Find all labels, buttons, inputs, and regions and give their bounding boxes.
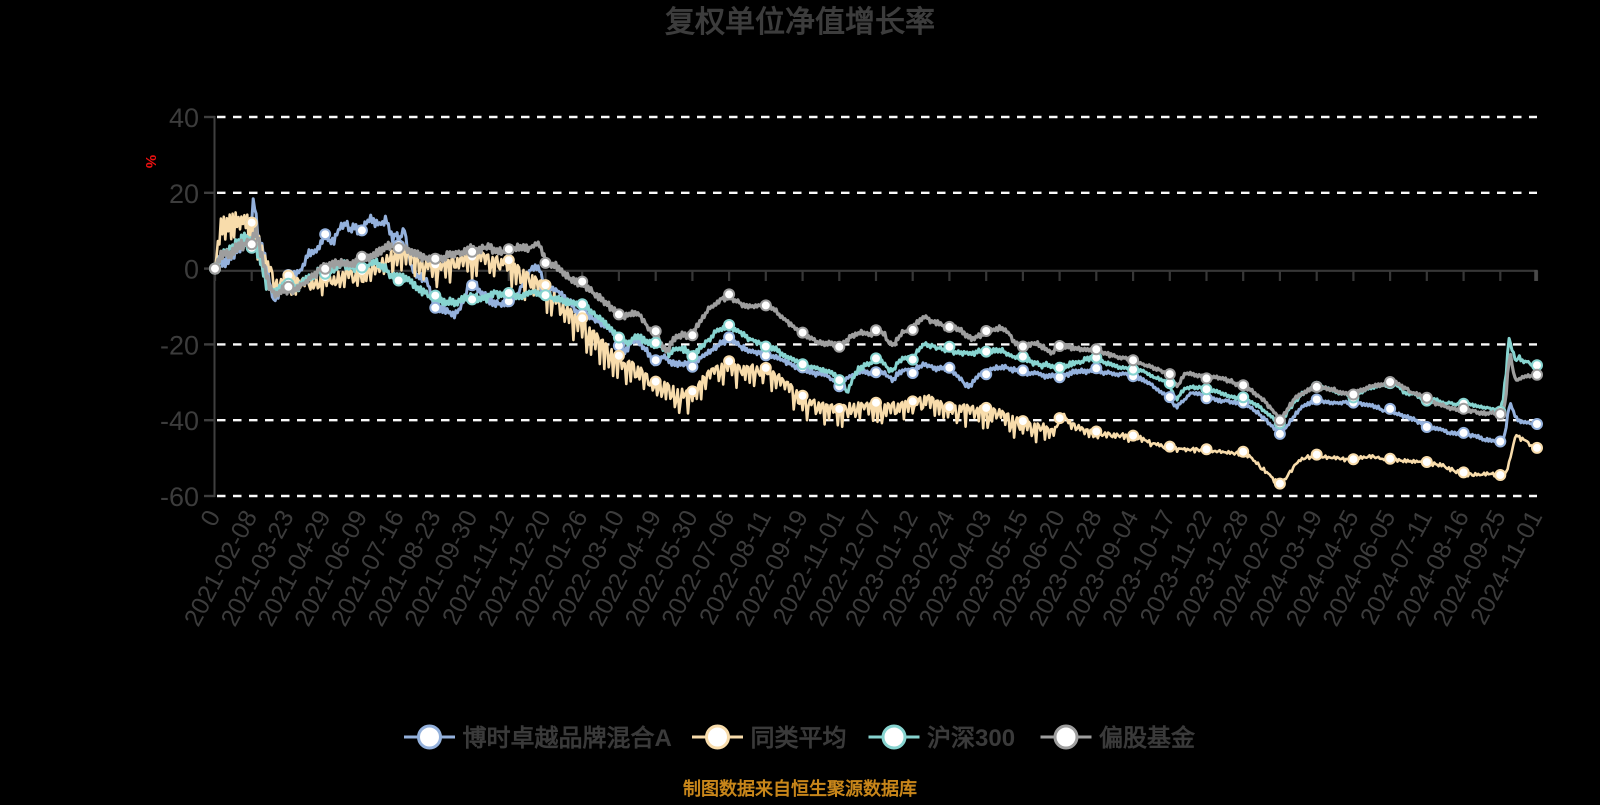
svg-text:0: 0 bbox=[184, 255, 199, 285]
svg-text:沪深300: 沪深300 bbox=[927, 725, 1015, 752]
svg-text:同类平均: 同类平均 bbox=[751, 724, 847, 752]
svg-text:博时卓越品牌混合A: 博时卓越品牌混合A bbox=[463, 724, 672, 752]
svg-text:20: 20 bbox=[169, 179, 199, 209]
svg-text:%: % bbox=[142, 155, 159, 168]
svg-text:40: 40 bbox=[169, 103, 199, 133]
svg-text:-60: -60 bbox=[160, 482, 199, 512]
svg-text:-20: -20 bbox=[160, 330, 199, 360]
svg-text:-40: -40 bbox=[160, 406, 199, 436]
svg-text:复权单位净值增长率: 复权单位净值增长率 bbox=[665, 5, 935, 39]
svg-text:制图数据来自恒生聚源数据库: 制图数据来自恒生聚源数据库 bbox=[683, 778, 917, 799]
svg-text:偏股基金: 偏股基金 bbox=[1099, 724, 1196, 752]
